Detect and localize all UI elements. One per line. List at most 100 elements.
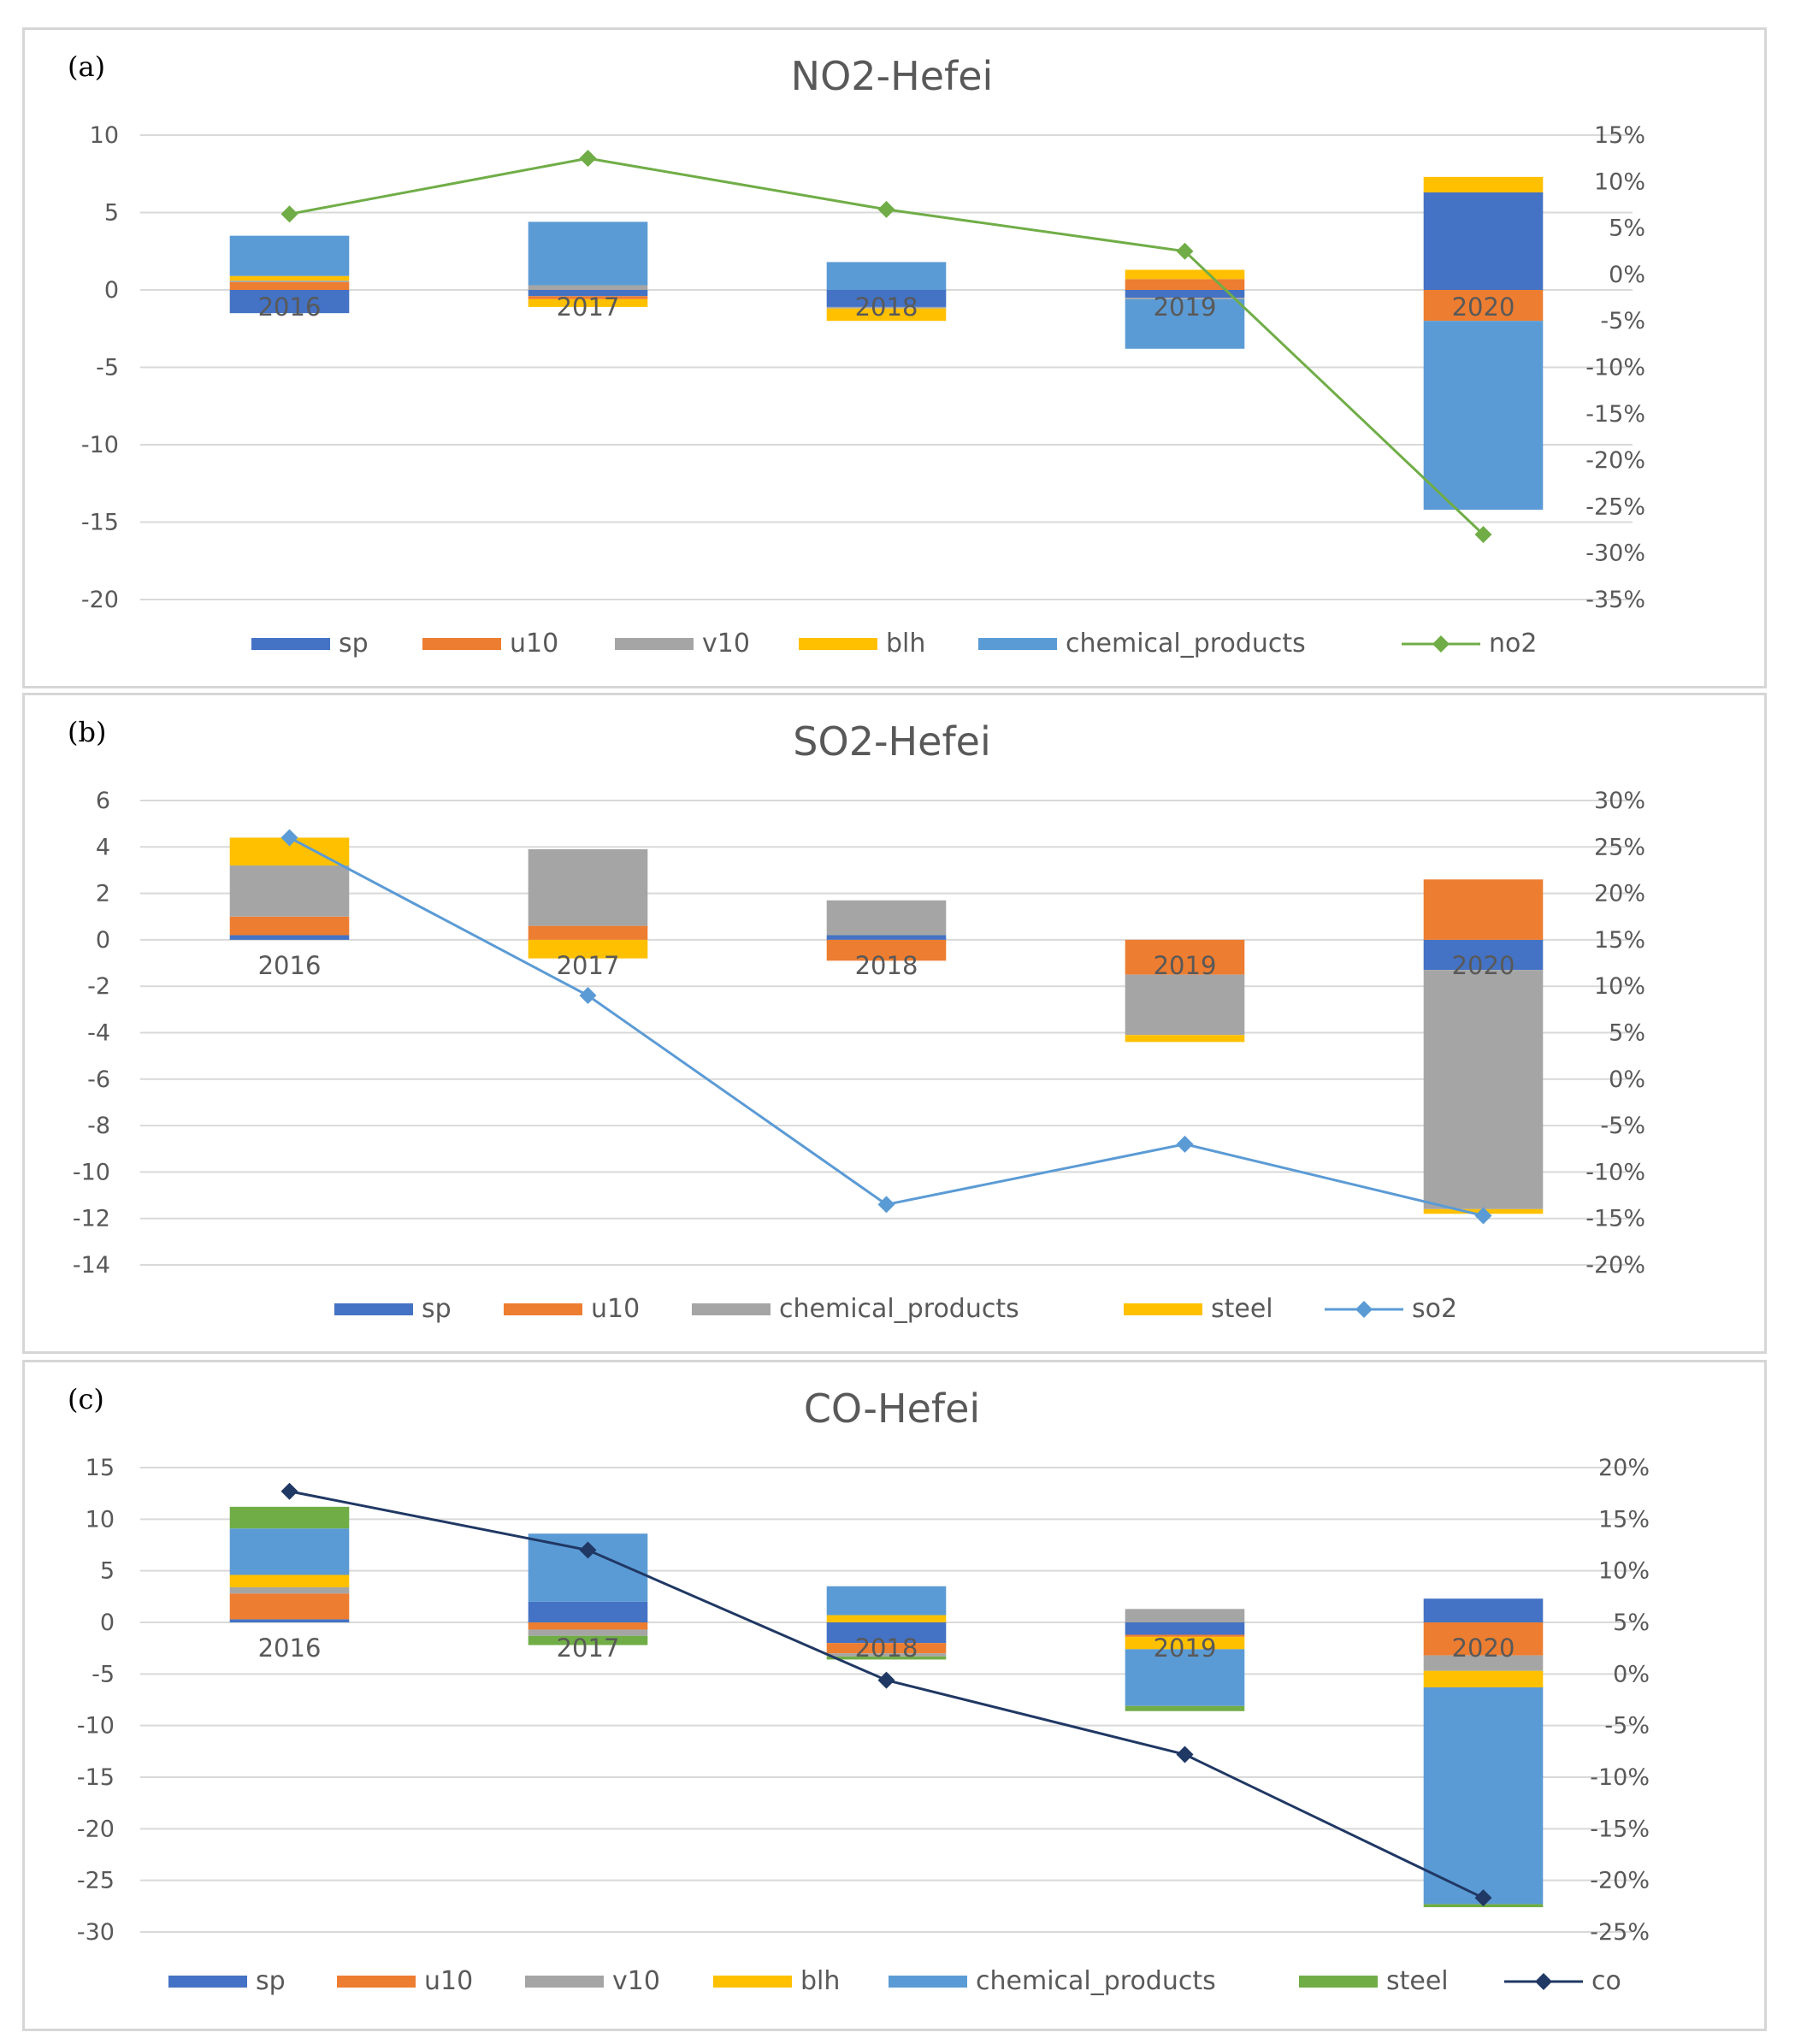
- panel-label-a: (a): [68, 50, 105, 83]
- chart-svg-b: (b) SO2-Hefei 6 4 2 0 -2 -4 -6 -8 -10 -12 -14 30% 25…: [68, 716, 1645, 1324]
- y2-tick-label: -20%: [1585, 1252, 1645, 1279]
- y2-tick-label: -30%: [1585, 541, 1645, 567]
- point-co-2018: [877, 1671, 895, 1689]
- bars: [229, 1506, 1544, 1908]
- bar-sp-2017: [528, 1601, 648, 1622]
- bar-u10-2016: [229, 281, 350, 290]
- y2-tick-label: -25%: [1585, 493, 1645, 520]
- bar-v10-2019: [1125, 1609, 1245, 1622]
- y-tick-label: 6: [96, 788, 110, 814]
- y2-tick-label: -25%: [1590, 1919, 1650, 1946]
- legend-swatch: [251, 638, 330, 650]
- bar-chemical_products-2019: [1125, 298, 1245, 349]
- y2-tick-label: 0%: [1609, 262, 1645, 288]
- y-tick-label: 2: [96, 881, 110, 907]
- legend-a: sp u10 v10 blh chemical_products no2: [251, 629, 1537, 659]
- legend-label: chemical_products: [1066, 629, 1306, 659]
- y-tick-label: -6: [87, 1066, 110, 1093]
- x-category-label: 2017: [557, 292, 620, 322]
- y-tick-label: -2: [87, 973, 110, 1000]
- legend-label: sp: [339, 629, 369, 659]
- bars: [229, 837, 1544, 1214]
- y-tick-label: 0: [96, 927, 110, 954]
- bar-v10-2018: [826, 1653, 947, 1657]
- y-tick-label: -4: [87, 1020, 110, 1047]
- bar-u10-2017: [528, 925, 648, 940]
- y-tick-label: 5: [104, 200, 119, 227]
- bar-u10-2018: [826, 1643, 947, 1654]
- bar-v10-2016: [229, 281, 350, 282]
- y-tick-label: 10: [90, 122, 119, 149]
- y-tick-label: 10: [86, 1506, 115, 1533]
- plot-area-a: 10 5 0 -5 -10 -15 -20 15% 10% 5% 0% -5% -10% -15% -20%…: [81, 122, 1645, 613]
- chart-panel-a: (a) NO2-Hefei 10 5 0 -5 -10 -15 -20 15% 10% 5% 0% -…: [22, 27, 1767, 688]
- legend-marker: [1432, 635, 1450, 653]
- chart-title-b: SO2-Hefei: [793, 718, 990, 765]
- legend-label: co: [1591, 1966, 1621, 1996]
- chart-svg-c: (c) CO-Hefei 151050-5-10-15-20-25-3020%1…: [68, 1383, 1650, 1996]
- bar-u10-2020: [1423, 1622, 1544, 1656]
- y-tick-label: -10: [81, 432, 119, 458]
- y-tick-label: 5: [100, 1558, 115, 1585]
- point-co-2017: [579, 1541, 597, 1559]
- bar-chemical_products-2016: [229, 1528, 350, 1575]
- x-category-label: 2019: [1154, 1633, 1217, 1663]
- y2-tick-label: 20%: [1598, 1455, 1650, 1481]
- bar-chemical_products-2016: [229, 235, 350, 276]
- point-so2-2016: [280, 829, 298, 847]
- y2-tick-label: 15%: [1594, 122, 1645, 149]
- bar-v10-2020: [1423, 1655, 1544, 1671]
- y2-tick-label: 15%: [1594, 927, 1645, 954]
- y2-tick-label: 15%: [1598, 1506, 1650, 1533]
- bar-sp-2018: [826, 935, 947, 940]
- legend-swatch: [422, 638, 501, 650]
- bar-steel-2019: [1125, 1035, 1245, 1043]
- point-no2-2018: [877, 200, 895, 218]
- legend-label: sp: [256, 1966, 286, 1996]
- legend-label: u10: [591, 1294, 640, 1324]
- y-tick-label: -15: [81, 510, 119, 536]
- point-no2-2016: [280, 205, 298, 223]
- bar-chemical_products-2018: [826, 262, 947, 290]
- bar-blh-2018: [826, 308, 947, 322]
- legend-swatch: [1299, 1976, 1378, 1988]
- bar-blh-2016: [229, 1574, 350, 1587]
- bar-sp-2016: [229, 290, 350, 314]
- y2-tick-label: -5%: [1600, 308, 1645, 334]
- legend-swatch: [615, 638, 694, 650]
- x-category-label: 2019: [1154, 292, 1217, 322]
- bar-u10-2017: [528, 296, 648, 299]
- legend-swatch: [978, 638, 1057, 650]
- x-category-label: 2016: [258, 292, 322, 322]
- y-tick-label: 4: [96, 834, 110, 860]
- legend-b: sp u10 chemical_products steel so2: [334, 1294, 1457, 1324]
- legend-c: sp u10 v10 blh chemical_products steel co: [168, 1966, 1621, 1996]
- bar-chemical_products-2020: [1423, 1687, 1544, 1905]
- y-tick-label: -15: [77, 1764, 115, 1791]
- y2-tick-label: -10%: [1585, 1159, 1645, 1185]
- y2-tick-label: 5%: [1609, 216, 1645, 242]
- chart-panel-b: (b) SO2-Hefei 6 4 2 0 -2 -4 -6 -8 -10 -12 -14 30% 25…: [22, 693, 1767, 1354]
- chart-title-a: NO2-Hefei: [791, 53, 994, 99]
- bar-chemical_products-2020: [1423, 970, 1544, 1209]
- legend-swatch: [168, 1976, 247, 1988]
- bar-steel-2019: [1125, 1705, 1245, 1711]
- y-tick-label: -10: [73, 1159, 110, 1185]
- point-no2-2020: [1474, 525, 1492, 543]
- y2-tick-label: 30%: [1594, 788, 1645, 814]
- legend-swatch: [799, 638, 877, 650]
- y-tick-label: -20: [77, 1816, 115, 1842]
- bar-u10-2016: [229, 1593, 350, 1620]
- line-co: [289, 1490, 1485, 1899]
- legend-label: so2: [1412, 1294, 1457, 1324]
- bar-blh-2020: [1423, 176, 1544, 192]
- point-so2-2019: [1176, 1135, 1194, 1153]
- bar-sp-2018: [826, 290, 947, 307]
- bar-u10-2020: [1423, 290, 1544, 322]
- y2-tick-label: -15%: [1590, 1816, 1650, 1842]
- legend-swatch: [713, 1976, 792, 1988]
- point-co-2016: [280, 1482, 298, 1500]
- y2-tick-label: 0%: [1613, 1661, 1650, 1687]
- y2-tick-label: -20%: [1585, 447, 1645, 474]
- bar-steel-2016: [229, 1506, 350, 1529]
